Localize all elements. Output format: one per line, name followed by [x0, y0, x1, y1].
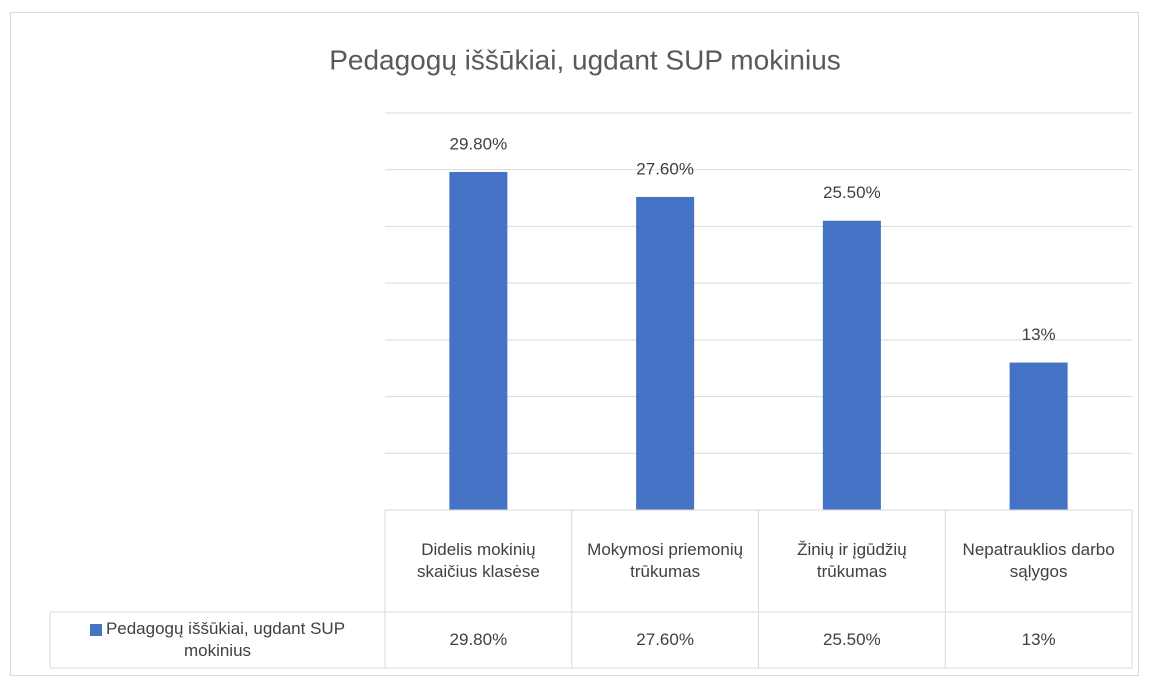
- legend-swatch: [89, 623, 102, 636]
- table-category: Žinių ir įgūdžių trūkumas: [797, 540, 907, 581]
- table-value: 27.60%: [636, 630, 694, 649]
- legend-entry: Pedagogų iššūkiai, ugdant SUP mokinius: [50, 612, 385, 668]
- data-label: 13%: [1022, 325, 1056, 344]
- bar: [449, 171, 508, 511]
- data-label: 27.60%: [636, 159, 694, 178]
- chart-title: Pedagogų iššūkiai, ugdant SUP mokinius: [329, 44, 841, 75]
- bar: [822, 220, 881, 510]
- legend-label: Pedagogų iššūkiai, ugdant SUP mokinius: [105, 619, 346, 660]
- table-category: Nepatrauklios darbo sąlygos: [962, 540, 1115, 581]
- table-value: 13%: [1021, 630, 1056, 649]
- legend-text: Pedagogų iššūkiai, ugdant SUP mokinius: [56, 618, 379, 662]
- table-value: 25.50%: [823, 630, 881, 649]
- table-category: Mokymosi priemonių trūkumas: [587, 540, 744, 581]
- bar: [636, 196, 695, 511]
- data-label: 29.80%: [450, 134, 508, 153]
- bar: [1009, 362, 1068, 510]
- chart-border: [10, 12, 1139, 676]
- table-value: 29.80%: [449, 630, 508, 649]
- data-label: 25.50%: [823, 183, 881, 202]
- table-category: Didelis mokinių skaičius klasėse: [416, 540, 540, 581]
